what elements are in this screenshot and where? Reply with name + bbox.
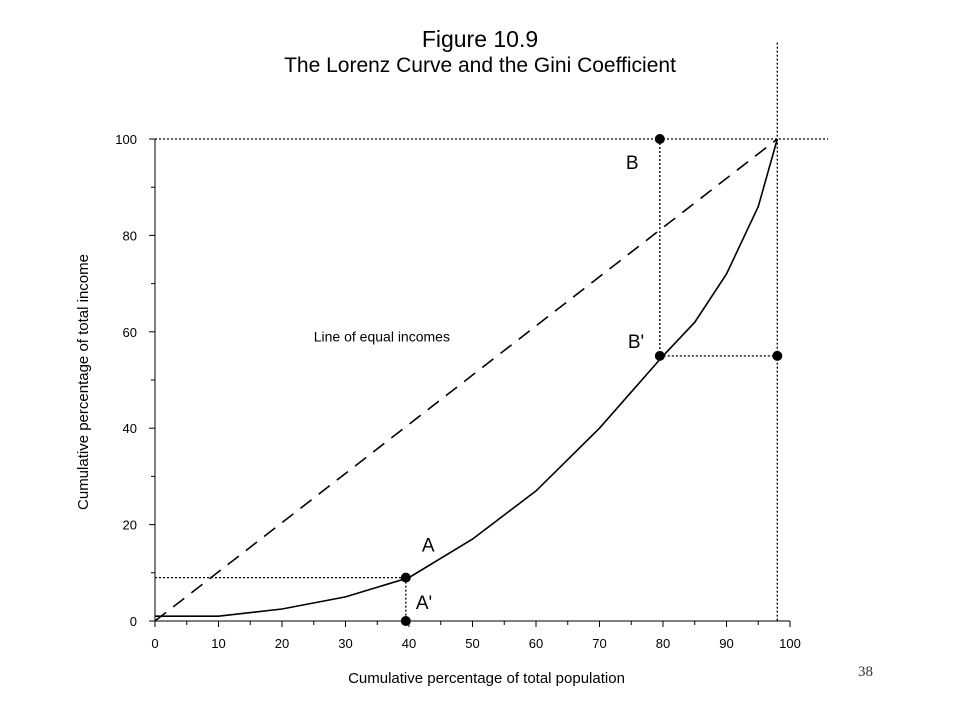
chart-title: Figure 10.9: [421, 26, 539, 52]
data-point: [654, 134, 665, 144]
y-axis-label: Cumulative percentage of total income: [75, 254, 92, 510]
reference-lines: [155, 42, 829, 621]
equality-line: [154, 138, 778, 622]
x-tick-label: 20: [275, 636, 289, 651]
x-tick-label: 0: [151, 636, 158, 651]
x-axis-label: Cumulative percentage of total populatio…: [348, 670, 625, 687]
chart-subtitle: The Lorenz Curve and the Gini Coefficien…: [284, 54, 676, 77]
points-layer: [400, 134, 783, 626]
point-label-B-prime: B': [628, 332, 644, 353]
y-tick-label: 20: [123, 518, 137, 533]
x-tick-label: 70: [592, 636, 606, 651]
point-label-B: B: [626, 153, 639, 174]
labels-layer: A A' B B' Line of equal incomes: [314, 153, 644, 614]
y-tick-label: 40: [123, 421, 137, 436]
y-tick-label: 100: [115, 132, 137, 147]
y-tick-label: 60: [123, 325, 137, 340]
series-layer: [154, 138, 779, 622]
x-tick-label: 90: [719, 636, 733, 651]
x-tick-label: 80: [656, 636, 670, 651]
data-point: [400, 616, 411, 626]
axes: 0 10 20 30 40 50 60 70 80 90 100 0 20 40 60 80 100 Cumula…: [75, 132, 801, 687]
point-label-A-prime: A': [416, 593, 432, 614]
data-point: [400, 572, 411, 583]
data-point: [772, 350, 783, 361]
x-tick-label: 30: [338, 636, 352, 651]
point-label-A: A: [422, 536, 435, 557]
lorenz-curve: [155, 138, 779, 617]
annotation-text: Line of equal incomes: [314, 329, 450, 345]
data-point: [654, 350, 665, 361]
y-tick-label: 0: [130, 614, 137, 629]
page-number: 38: [858, 664, 873, 680]
x-tick-label: 50: [465, 636, 479, 651]
x-tick-label: 100: [779, 636, 801, 651]
x-tick-label: 40: [402, 636, 416, 651]
x-tick-label: 60: [529, 636, 543, 651]
y-tick-label: 80: [123, 228, 137, 243]
x-tick-label: 10: [211, 636, 225, 651]
